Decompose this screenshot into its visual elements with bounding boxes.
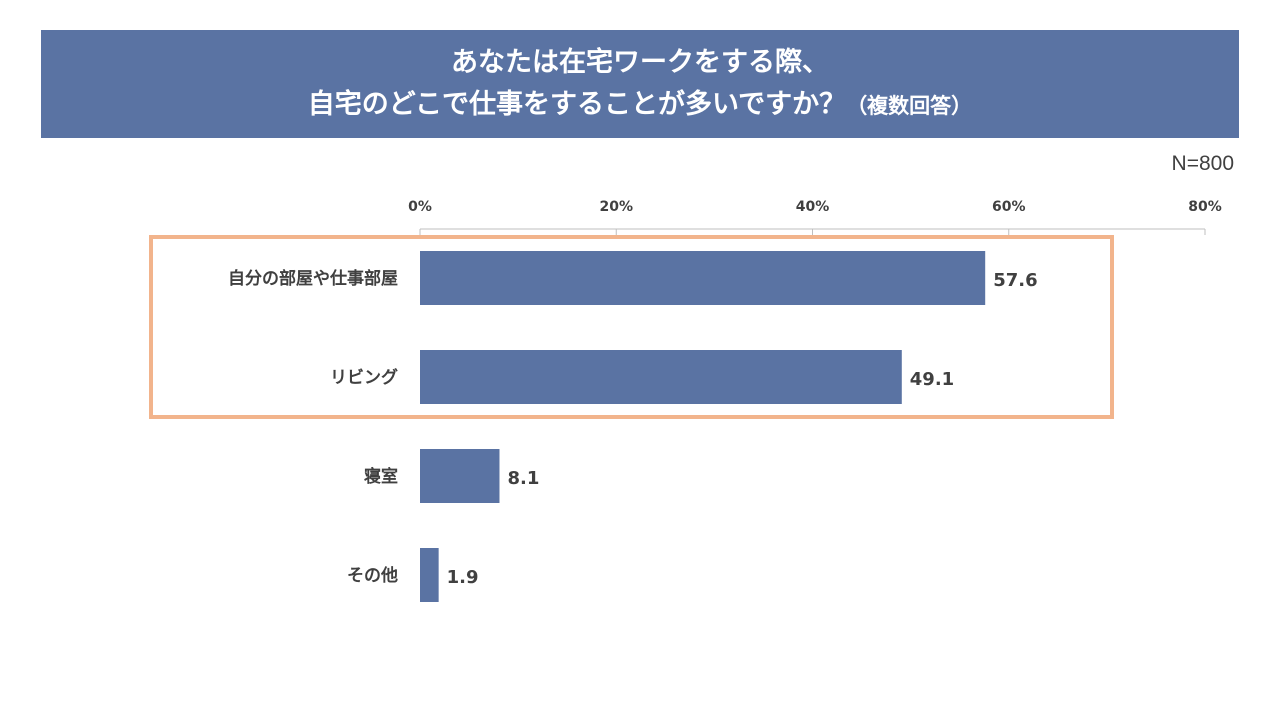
x-tick-label: 60% xyxy=(992,199,1026,215)
sample-size: N=800 xyxy=(1171,152,1234,175)
x-tick-label: 20% xyxy=(599,199,633,215)
data-label: 57.6 xyxy=(993,270,1037,291)
category-label: その他 xyxy=(347,565,398,586)
bar xyxy=(420,548,439,602)
x-tick-label: 0% xyxy=(408,199,432,215)
data-label: 1.9 xyxy=(447,567,479,588)
chart-title-line-2: 自宅のどこで仕事をすることが多いですか？（複数回答） xyxy=(308,84,972,127)
bar xyxy=(420,449,500,503)
category-label: リビング xyxy=(330,367,398,388)
bar xyxy=(420,251,986,305)
chart-title-note: （複数回答） xyxy=(846,93,973,118)
bar xyxy=(420,350,902,404)
highlight-box xyxy=(149,235,1114,419)
x-tick-label: 40% xyxy=(796,199,830,215)
chart-title-question: 自宅のどこで仕事をすることが多いですか？ xyxy=(307,88,847,120)
category-label: 寝室 xyxy=(364,466,398,487)
category-label: 自分の部屋や仕事部屋 xyxy=(228,268,398,289)
data-label: 8.1 xyxy=(507,468,539,489)
chart-title-line-1: あなたは在宅ワークをする際、 xyxy=(451,46,829,78)
data-label: 49.1 xyxy=(910,369,954,390)
title-banner: あなたは在宅ワークをする際、 自宅のどこで仕事をすることが多いですか？（複数回答… xyxy=(41,30,1239,138)
x-tick-label: 80% xyxy=(1188,199,1222,215)
